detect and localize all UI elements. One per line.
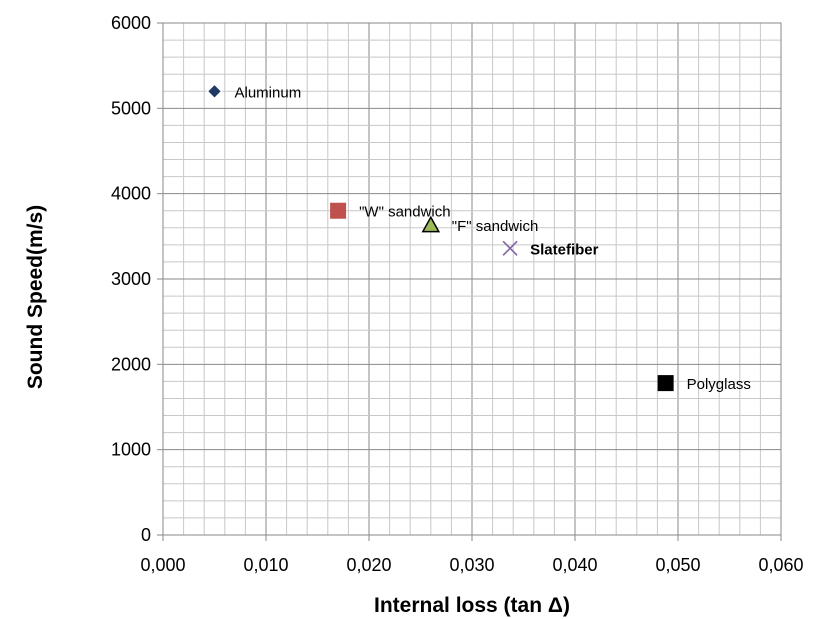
point-label-w-sandwich: "W" sandwich [359, 204, 451, 221]
point-label-polyglass: Polyglass [687, 376, 751, 393]
y-axis-title: Sound Speed(m/s) [24, 205, 47, 389]
x-tick-label: 0,060 [758, 555, 803, 575]
point-label-slatefiber: Slatefiber [530, 241, 599, 258]
x-tick-label: 0,020 [346, 555, 391, 575]
y-tick-label: 0 [141, 525, 151, 545]
y-tick-label: 4000 [111, 184, 151, 204]
point-slatefiber: Slatefiber [502, 240, 599, 258]
triangle-marker [421, 215, 441, 233]
y-tick-label: 2000 [111, 354, 151, 374]
x-marker-stroke [502, 240, 518, 256]
data-points: Aluminum "W" sandwich"F" sandwich Slatefib… [206, 83, 751, 393]
x-tick-label: 0,040 [552, 555, 597, 575]
point-polyglass: Polyglass [657, 375, 751, 393]
y-axis: 0 1000 2000 3000 4000 5000 6000 [111, 13, 163, 545]
x-axis: 0,000 0,010 0,020 0,030 0,040 0,050 0,060 [140, 535, 804, 575]
y-tick-label: 5000 [111, 98, 151, 118]
point-aluminum: Aluminum [206, 83, 302, 101]
square-marker [330, 202, 347, 219]
square-marker [657, 375, 674, 392]
x-tick-label: 0,010 [243, 555, 288, 575]
point-f-sandwich: "F" sandwich [421, 215, 539, 235]
grid-lines [162, 22, 782, 536]
point-w-sandwich: "W" sandwich [330, 202, 451, 221]
point-label-f-sandwich: "F" sandwich [452, 218, 539, 235]
diamond-marker [206, 83, 223, 100]
point-label-aluminum: Aluminum [235, 84, 302, 101]
x-tick-label: 0,000 [140, 555, 185, 575]
y-tick-label: 3000 [111, 269, 151, 289]
x-tick-label: 0,030 [449, 555, 494, 575]
y-tick-label: 1000 [111, 440, 151, 460]
y-tick-label: 6000 [111, 13, 151, 33]
x-tick-label: 0,050 [655, 555, 700, 575]
x-axis-title: Internal loss (tan Δ) [374, 594, 570, 617]
